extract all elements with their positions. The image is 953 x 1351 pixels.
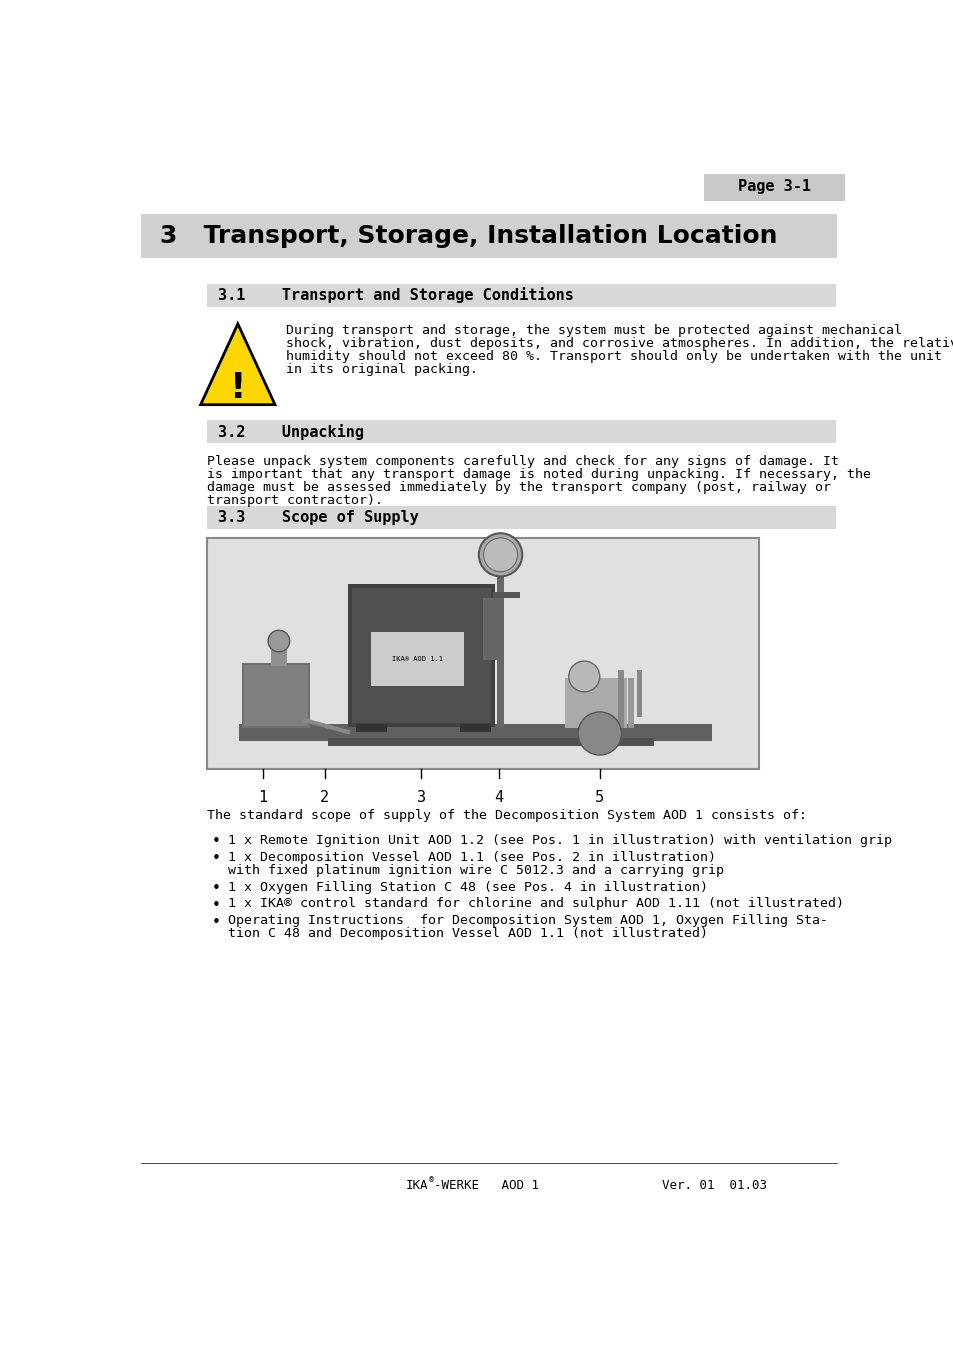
Bar (207, 538, 758, 769)
Text: •: • (212, 881, 220, 896)
Text: shock, vibration, dust deposits, and corrosive atmospheres. In addition, the rel: shock, vibration, dust deposits, and cor… (286, 336, 953, 350)
Text: 3.1    Transport and Storage Conditions: 3.1 Transport and Storage Conditions (218, 288, 574, 304)
Text: 3.3    Scope of Supply: 3.3 Scope of Supply (218, 511, 418, 526)
Text: 4: 4 (494, 790, 503, 805)
Bar (617, 670, 623, 728)
Text: Page 3-1: Page 3-1 (738, 180, 811, 195)
Bar (352, 588, 491, 723)
Bar (207, 420, 835, 443)
Text: 5: 5 (595, 790, 603, 805)
Text: humidity should not exceed 80 %. Transport should only be undertaken with the un: humidity should not exceed 80 %. Transpo… (286, 350, 941, 363)
Circle shape (568, 661, 599, 692)
Bar (328, 738, 654, 746)
Text: IKA: IKA (406, 1178, 428, 1192)
Circle shape (483, 538, 517, 571)
Bar (207, 284, 835, 307)
Text: Ver. 01  01.03: Ver. 01 01.03 (661, 1178, 766, 1192)
Text: •: • (212, 915, 220, 931)
Bar (141, 215, 836, 258)
Text: •: • (212, 851, 220, 866)
Circle shape (578, 712, 620, 755)
Bar (244, 665, 307, 725)
Text: transport contractor).: transport contractor). (207, 494, 382, 507)
Text: IKA® AOD 1.1: IKA® AOD 1.1 (392, 655, 442, 662)
Text: 1 x Decomposition Vessel AOD 1.1 (see Pos. 2 in illustration): 1 x Decomposition Vessel AOD 1.1 (see Po… (228, 851, 715, 863)
Bar (637, 670, 641, 716)
Text: 1: 1 (258, 790, 267, 805)
Bar (271, 643, 286, 666)
Text: with fixed platinum ignition wire C 5012.3 and a carrying grip: with fixed platinum ignition wire C 5012… (228, 863, 723, 877)
Bar (239, 724, 711, 742)
Bar (703, 174, 844, 200)
Bar (459, 724, 491, 732)
Text: 2: 2 (319, 790, 329, 805)
Bar (355, 724, 386, 732)
Text: The standard scope of supply of the Decomposition System AOD 1 consists of:: The standard scope of supply of the Deco… (207, 809, 806, 821)
Text: Operating Instructions  for Decomposition System AOD 1, Oxygen Filling Sta-: Operating Instructions for Decomposition… (228, 915, 827, 927)
Bar (348, 584, 495, 727)
Text: !: ! (230, 370, 246, 405)
Bar (627, 678, 633, 728)
Text: damage must be assessed immediately by the transport company (post, railway or: damage must be assessed immediately by t… (207, 481, 830, 494)
Bar (207, 507, 835, 530)
Text: is important that any transport damage is noted during unpacking. If necessary, : is important that any transport damage i… (207, 467, 870, 481)
Text: Please unpack system components carefully and check for any signs of damage. It: Please unpack system components carefull… (207, 455, 838, 467)
Text: 1 x IKA® control standard for chlorine and sulphur AOD 1.11 (not illustrated): 1 x IKA® control standard for chlorine a… (228, 897, 842, 911)
Text: tion C 48 and Decomposition Vessel AOD 1.1 (not illustrated): tion C 48 and Decomposition Vessel AOD 1… (228, 928, 707, 940)
Circle shape (478, 534, 521, 577)
Bar (241, 662, 310, 728)
Bar (483, 598, 502, 659)
Text: During transport and storage, the system must be protected against mechanical: During transport and storage, the system… (286, 324, 901, 336)
Text: 3: 3 (416, 790, 426, 805)
Text: 3   Transport, Storage, Installation Location: 3 Transport, Storage, Installation Locat… (159, 224, 777, 249)
Text: •: • (212, 898, 220, 913)
Text: in its original packing.: in its original packing. (286, 363, 477, 376)
Bar (371, 632, 464, 686)
Text: ®: ® (429, 1175, 434, 1185)
Polygon shape (200, 324, 274, 405)
Bar (564, 678, 626, 728)
Bar (497, 547, 504, 728)
Circle shape (268, 631, 290, 651)
Text: 3.2    Unpacking: 3.2 Unpacking (218, 424, 364, 439)
Text: 1 x Remote Ignition Unit AOD 1.2 (see Pos. 1 in illustration) with ventilation g: 1 x Remote Ignition Unit AOD 1.2 (see Po… (228, 834, 891, 847)
Text: -WERKE   AOD 1: -WERKE AOD 1 (434, 1178, 538, 1192)
Bar (493, 592, 519, 598)
Text: •: • (212, 835, 220, 850)
Text: 1 x Oxygen Filling Station C 48 (see Pos. 4 in illustration): 1 x Oxygen Filling Station C 48 (see Pos… (228, 881, 707, 893)
